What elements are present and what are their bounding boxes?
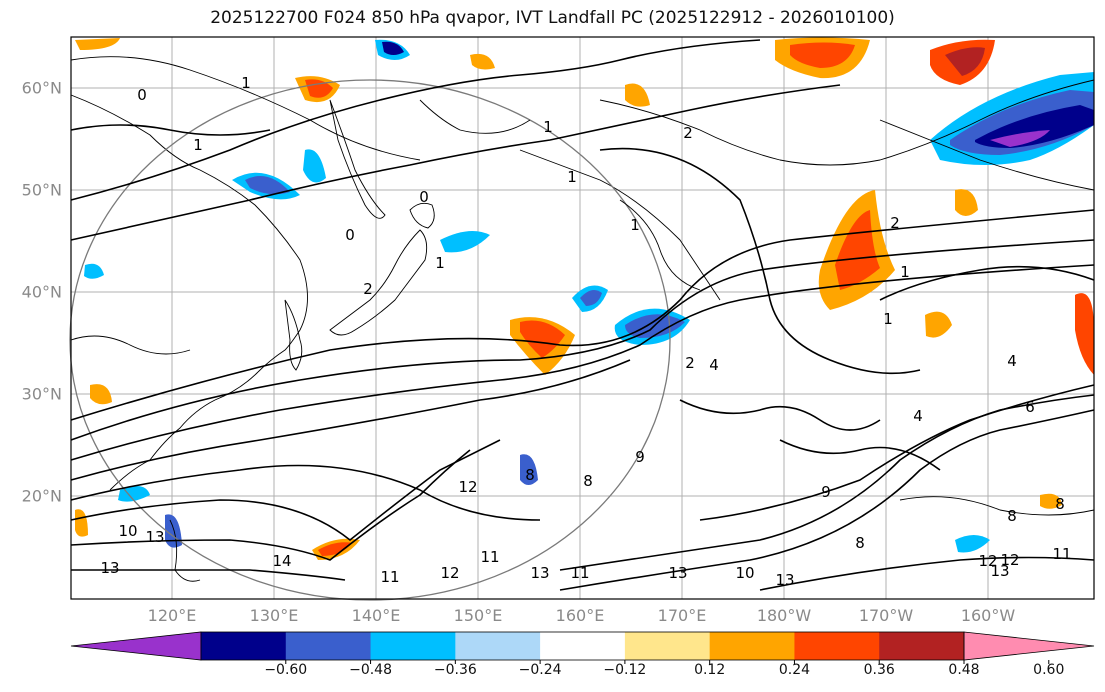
map-background xyxy=(71,37,1094,599)
colorbar-segment xyxy=(455,632,541,660)
contour-label: 11 xyxy=(1052,545,1071,563)
colorbar-outline xyxy=(200,631,965,661)
contour-label: 11 xyxy=(380,568,399,586)
colorbar-tick-label: 0.48 xyxy=(948,662,980,678)
lat-label: 60°N xyxy=(21,78,62,98)
contour-label: 1 xyxy=(241,74,251,92)
lon-label: 170°W xyxy=(858,606,914,625)
colorbar xyxy=(70,631,1095,664)
ivt-contours-thin xyxy=(70,56,1095,516)
contour-label: 1 xyxy=(543,118,553,136)
colorbar-extend-max xyxy=(963,631,1095,661)
contour-label: 8 xyxy=(1007,507,1017,525)
contour-label: 13 xyxy=(530,564,549,582)
colorbar-tick-label: −0.24 xyxy=(518,662,562,678)
contour-label: 14 xyxy=(272,552,291,570)
contour-label: 1 xyxy=(900,263,910,281)
colorbar-tick-label: 0.12 xyxy=(694,662,726,678)
contour-label: 1 xyxy=(567,168,577,186)
colorbar-segment xyxy=(285,632,372,660)
ivt-contours xyxy=(70,39,1095,591)
contour-label: 9 xyxy=(635,448,645,466)
contour-label: 8 xyxy=(525,466,535,484)
lat-label: 30°N xyxy=(21,384,62,404)
contour-label: 13 xyxy=(990,562,1009,580)
contour-label: 0 xyxy=(137,86,147,104)
contour-label: 8 xyxy=(855,534,865,552)
contour-label: 4 xyxy=(709,356,719,374)
lon-label: 130°E xyxy=(249,606,299,625)
lon-label: 140°E xyxy=(351,606,401,625)
colorbar-tick-label: 0.60 xyxy=(1033,662,1065,678)
lon-label: 170°E xyxy=(657,606,707,625)
colorbar-extend-min xyxy=(70,631,202,661)
colorbar-tick-label: −0.48 xyxy=(349,662,392,678)
contour-label: 6 xyxy=(1025,398,1035,416)
contour-label: 1 xyxy=(193,136,203,154)
contour-label: 13 xyxy=(145,528,164,546)
contour-label: 4 xyxy=(913,407,923,425)
colorbar-tick-label: −0.60 xyxy=(264,662,308,678)
contour-label: 4 xyxy=(1007,352,1017,370)
lon-label: 120°E xyxy=(147,606,197,625)
contour-label: 12 xyxy=(440,564,459,582)
contour-label: 13 xyxy=(775,571,794,589)
contour-label: 2 xyxy=(363,280,373,298)
contour-label: 13 xyxy=(100,559,119,577)
colorbar-segment xyxy=(879,632,965,660)
contour-label: 12 xyxy=(978,552,997,570)
contour-label: 10 xyxy=(735,564,754,582)
contour-label: 2 xyxy=(890,214,900,232)
lon-label: 160°W xyxy=(960,606,1016,625)
colorbar-tick-label: 0.36 xyxy=(863,662,895,678)
lon-label: 150°E xyxy=(453,606,503,625)
contour-label: 12 xyxy=(1000,551,1019,569)
contour-label: 1 xyxy=(883,310,893,328)
lat-label: 40°N xyxy=(21,282,62,302)
colorbar-tick-label: 0.24 xyxy=(778,662,811,678)
contour-label: 11 xyxy=(570,564,589,582)
lon-label: 180°W xyxy=(756,606,812,625)
contour-label: 10 xyxy=(118,522,137,540)
contour-label: 9 xyxy=(821,483,831,501)
plot-title: 2025122700 F024 850 hPa qvapor, IVT Land… xyxy=(210,8,895,28)
lat-label: 50°N xyxy=(21,180,62,200)
colorbar-segment xyxy=(624,632,711,660)
map-frame xyxy=(70,36,1095,600)
contour-label: 13 xyxy=(668,564,687,582)
lat-label: 20°N xyxy=(21,486,62,506)
colorbar-tick-label: −0.36 xyxy=(433,662,477,678)
colorbar-tick-label: −0.12 xyxy=(603,662,647,678)
landfall-region-circle xyxy=(69,79,671,601)
contour-label: 8 xyxy=(583,472,593,490)
contour-label: 1 xyxy=(630,216,640,234)
contour-label: 1 xyxy=(435,254,445,272)
contour-label: 2 xyxy=(685,354,695,372)
colorbar-segment xyxy=(201,632,287,660)
colorbar-segment xyxy=(794,632,880,660)
colorbar-segment xyxy=(540,632,626,660)
contour-label: 12 xyxy=(458,478,477,496)
colorbar-segment xyxy=(370,632,456,660)
contour-label: 2 xyxy=(683,124,693,142)
contour-label: 0 xyxy=(419,188,429,206)
lon-label: 160°E xyxy=(555,606,605,625)
colorbar-segment xyxy=(709,632,795,660)
contour-label: 11 xyxy=(480,548,499,566)
contour-label: 8 xyxy=(1055,495,1065,513)
contour-label: 0 xyxy=(345,226,355,244)
